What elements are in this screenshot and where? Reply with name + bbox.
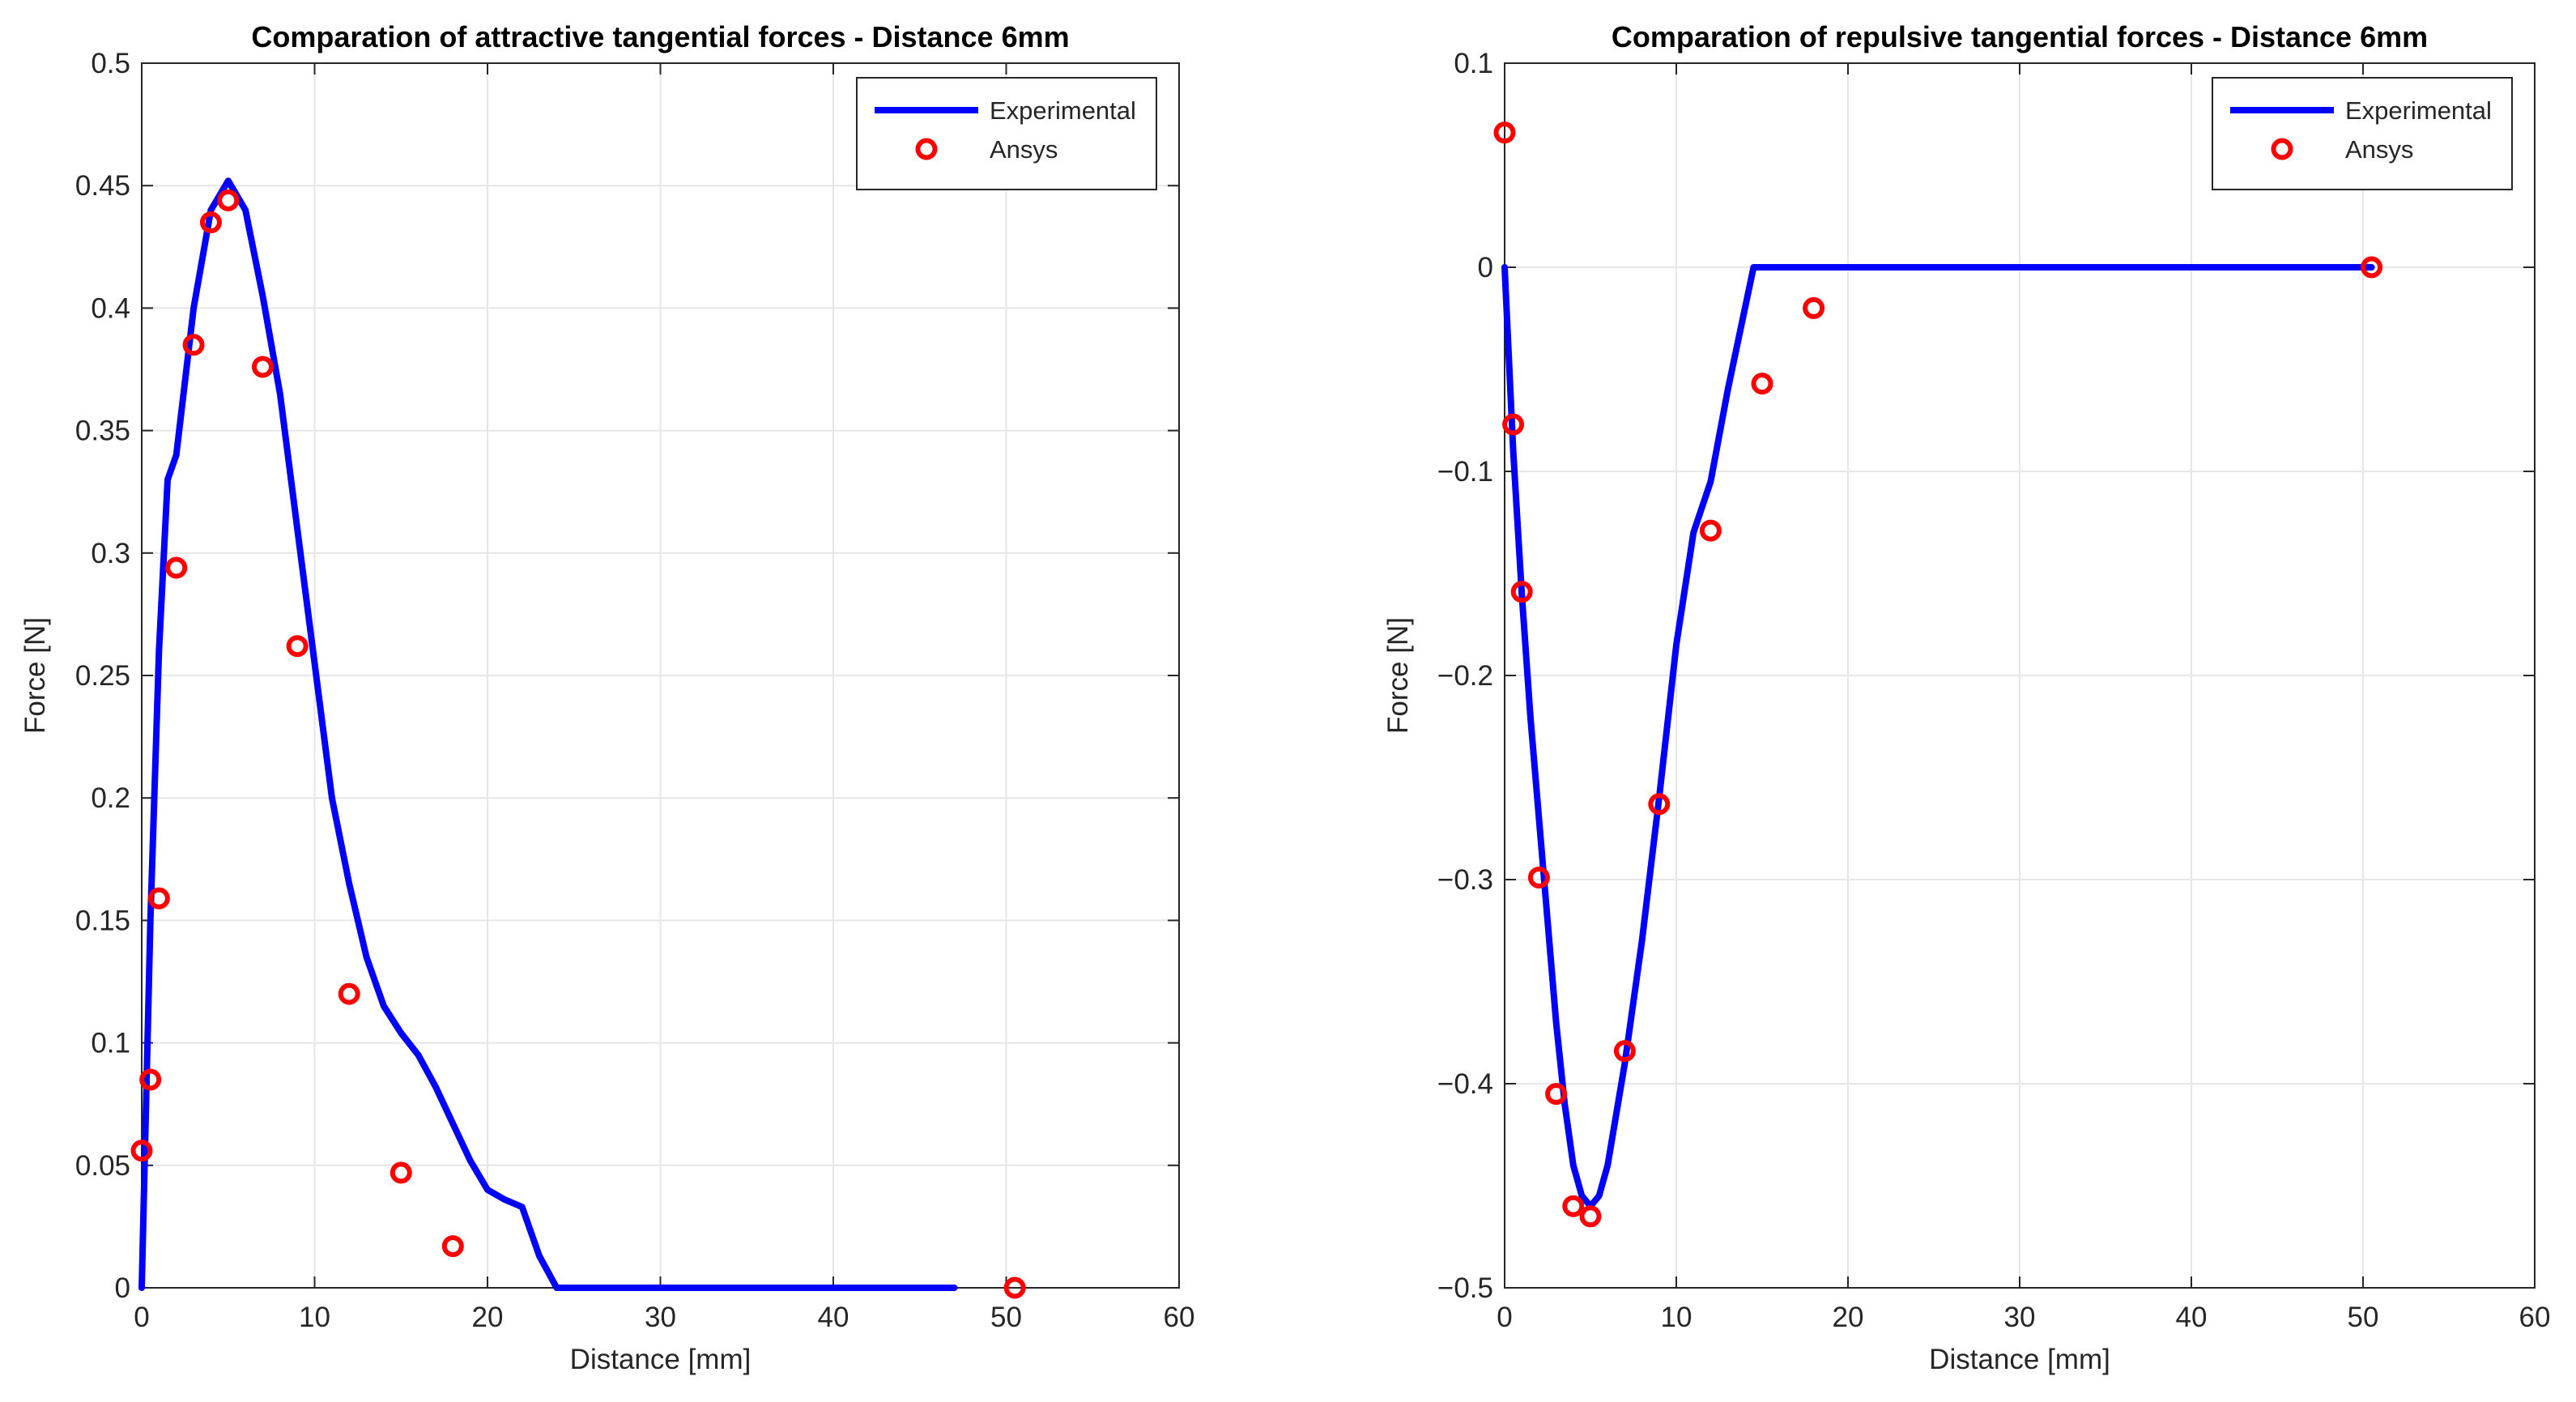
ansys-data-point xyxy=(1579,1205,1602,1228)
ansys-data-point xyxy=(441,1235,464,1258)
x-axis-label: Distance [mm] xyxy=(1929,1344,2110,1375)
ansys-data-point xyxy=(139,1068,162,1091)
ansys-data-point xyxy=(165,556,188,579)
y-tick-label: 0.2 xyxy=(91,782,130,814)
ansys-data-point xyxy=(182,334,205,356)
x-tick-label: 40 xyxy=(818,1302,849,1333)
ansys-data-point xyxy=(1527,866,1550,889)
y-tick-label: 0 xyxy=(1478,252,1493,283)
y-tick-label: −0.2 xyxy=(1437,660,1493,692)
y-tick-label: −0.1 xyxy=(1437,456,1493,488)
legend-entry-label: Ansys xyxy=(2345,135,2413,164)
ansys-data-point xyxy=(1003,1276,1026,1299)
y-axis-label: Force [N] xyxy=(19,617,51,734)
ansys-data-point xyxy=(1751,373,1773,395)
x-tick-label: 30 xyxy=(2004,1302,2036,1333)
experimental-series-line xyxy=(138,177,958,1291)
x-tick-label: 20 xyxy=(472,1302,504,1333)
x-tick-label: 10 xyxy=(1661,1302,1692,1333)
experimental-series-line xyxy=(1501,264,2375,1210)
legend-marker-swatch xyxy=(2271,138,2293,160)
x-tick-label: 10 xyxy=(299,1302,330,1333)
attractive-forces-chart: 0 10 20 30 40 50 60 0 0.05 0.1 0.15 0.2 0.25 0.3 0.35 0… xyxy=(19,20,1194,1375)
y-tick-label: 0.1 xyxy=(1454,48,1493,79)
x-tick-label: 60 xyxy=(2519,1302,2551,1333)
y-tick-label: 0.15 xyxy=(75,905,130,936)
ansys-data-point xyxy=(1562,1195,1585,1217)
y-tick-label: 0.45 xyxy=(75,170,130,202)
ansys-data-point xyxy=(1803,296,1825,319)
legend-entry-label: Experimental xyxy=(2345,96,2492,125)
ansys-data-point xyxy=(130,1140,153,1162)
legend-marker-swatch xyxy=(915,138,938,160)
ansys-data-point xyxy=(217,189,240,211)
x-tick-label: 0 xyxy=(134,1302,149,1333)
legend-entry-label: Experimental xyxy=(990,96,1136,125)
ansys-data-point xyxy=(199,211,222,234)
ansys-data-point xyxy=(1699,519,1722,542)
ansys-data-point xyxy=(2361,256,2383,279)
legend-box xyxy=(2212,77,2513,190)
x-tick-label: 60 xyxy=(1164,1302,1195,1333)
ansys-data-point xyxy=(1502,413,1525,436)
ansys-data-point xyxy=(338,982,360,1005)
x-tick-label: 0 xyxy=(1497,1302,1512,1333)
ansys-data-point xyxy=(1613,1040,1636,1063)
x-axis-label: Distance [mm] xyxy=(570,1344,752,1375)
y-tick-label: 0.5 xyxy=(91,48,130,79)
y-tick-label: −0.5 xyxy=(1437,1272,1493,1304)
x-tick-label: 20 xyxy=(1833,1302,1864,1333)
y-tick-label: 0.1 xyxy=(91,1028,130,1059)
y-tick-label: 0.4 xyxy=(91,292,130,324)
ansys-data-point xyxy=(1545,1083,1568,1106)
y-axis-label: Force [N] xyxy=(1382,617,1414,734)
chart-title: Comparation of attractive tangential for… xyxy=(251,20,1069,53)
x-tick-label: 40 xyxy=(2176,1302,2208,1333)
ansys-data-point xyxy=(147,887,170,910)
ansys-data-point xyxy=(1510,581,1533,603)
legend-entry-label: Ansys xyxy=(990,135,1058,164)
y-tick-label: 0.25 xyxy=(75,660,130,692)
x-tick-label: 30 xyxy=(645,1302,676,1333)
y-tick-label: 0.35 xyxy=(75,415,130,447)
ansys-data-point xyxy=(1648,793,1671,816)
ansys-data-point xyxy=(286,635,309,658)
ansys-data-point xyxy=(390,1161,412,1184)
y-tick-label: 0.05 xyxy=(75,1150,130,1182)
x-tick-label: 50 xyxy=(990,1302,1022,1333)
legend: Experimental Ansys xyxy=(2212,77,2513,190)
chart-title: Comparation of repulsive tangential forc… xyxy=(1612,20,2428,53)
legend-box xyxy=(856,77,1157,190)
legend: Experimental Ansys xyxy=(856,77,1157,190)
x-tick-label: 50 xyxy=(2348,1302,2379,1333)
y-tick-label: 0.3 xyxy=(91,538,130,569)
y-tick-label: −0.3 xyxy=(1437,864,1493,896)
ansys-data-point xyxy=(1493,121,1516,144)
y-tick-label: 0 xyxy=(115,1272,130,1304)
repulsive-forces-chart: 0 10 20 30 40 50 60 −0.5 −0.4 −0.3 −0.2 −0.1 0 0.1 Com… xyxy=(1382,20,2550,1375)
ansys-data-point xyxy=(251,356,274,378)
y-tick-label: −0.4 xyxy=(1437,1068,1493,1100)
